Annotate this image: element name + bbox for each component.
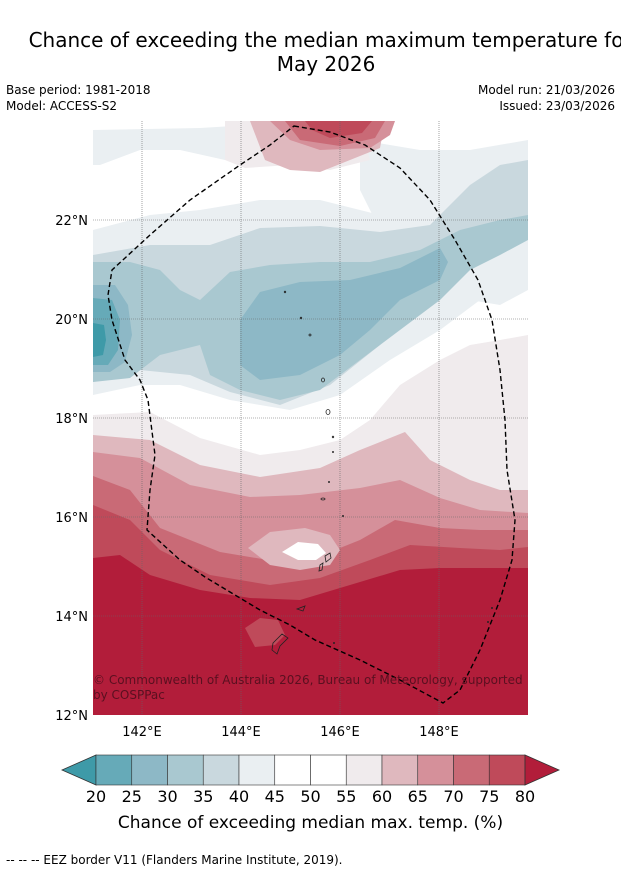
colorbar: 20 25 30 35 40 45 50 55 60 65 70 75 80 [61, 754, 560, 806]
model-name: Model: ACCESS-S2 [6, 99, 118, 113]
contour-below-20-west [93, 323, 106, 357]
colorbar-bin [95, 754, 133, 786]
colorbar-bin [202, 754, 240, 786]
colorbar-bin [274, 754, 311, 786]
title-line-2: May 2026 [276, 52, 376, 76]
lon-tick-146e: 146°E [320, 725, 360, 740]
colorbar-tick: 20 [86, 787, 106, 806]
island [299, 316, 303, 320]
base-period: Base period: 1981-2018 [6, 83, 151, 97]
colorbar-bin [417, 754, 454, 786]
lat-tick-20n: 20°N [55, 313, 88, 328]
lat-tick-16n: 16°N [55, 511, 88, 526]
gridlines [93, 121, 528, 715]
island [308, 333, 312, 337]
lon-tick-148e: 148°E [419, 725, 459, 740]
island-tinian [318, 562, 324, 572]
colorbar-tick: 70 [443, 787, 463, 806]
lon-tick-144e: 144°E [221, 725, 261, 740]
longitude-labels: 142°E 144°E 146°E 148°E [122, 725, 459, 740]
colorbar-tick: 45 [265, 787, 285, 806]
lat-tick-22n: 22°N [55, 214, 88, 229]
contour-above-80 [93, 555, 528, 715]
colorbar-bin [238, 754, 276, 786]
colorbar-tick: 50 [300, 787, 320, 806]
contour-75-80-north [305, 121, 372, 138]
island [331, 435, 335, 439]
colorbar-tick: 55 [336, 787, 356, 806]
island [490, 607, 493, 610]
colorbar-tick: 60 [372, 787, 392, 806]
contour-blob-south [245, 618, 285, 647]
colorbar-bin [345, 754, 383, 786]
copyright-line-1: © Commonwealth of Australia 2026, Bureau… [93, 673, 523, 687]
colorbar-extend-low [61, 754, 97, 786]
eez-border [107, 125, 516, 704]
colorbar-tick: 80 [515, 787, 535, 806]
lon-tick-142e: 142°E [122, 725, 162, 740]
eez-footnote: -- -- -- EEZ border V11 (Flanders Marine… [6, 853, 343, 867]
island-guam [271, 633, 289, 655]
colorbar-bin [131, 754, 168, 786]
lat-tick-14n: 14°N [55, 610, 88, 625]
island [341, 515, 344, 518]
island [331, 450, 334, 453]
colorbar-tick: 30 [157, 787, 177, 806]
contour-blob-white [282, 542, 326, 560]
island [486, 621, 489, 624]
title-line-1: Chance of exceeding the median maximum t… [28, 28, 621, 52]
island [320, 497, 326, 501]
colorbar-extend-high [524, 754, 560, 786]
issued-date: Issued: 23/03/2026 [499, 99, 615, 113]
island [283, 290, 287, 294]
colorbar-bin [488, 754, 526, 786]
island [325, 409, 331, 415]
colorbar-tick: 35 [193, 787, 213, 806]
meta-right: Model run: 21/03/2026 Issued: 23/03/2026 [478, 82, 615, 114]
island [321, 377, 325, 383]
islands [271, 290, 493, 655]
island [332, 642, 335, 645]
lat-tick-12n: 12°N [55, 709, 88, 724]
model-run: Model run: 21/03/2026 [477, 83, 615, 97]
contour-40-45-north [93, 125, 250, 165]
chart-title: Chance of exceeding the median maximum t… [0, 28, 621, 76]
lat-tick-18n: 18°N [55, 412, 88, 427]
island [327, 480, 330, 483]
copyright-line-2: by COSPPac [93, 688, 165, 702]
meta-left: Base period: 1981-2018 Model: ACCESS-S2 [6, 82, 151, 114]
colorbar-bin [310, 754, 347, 786]
colorbar-label: Chance of exceeding median max. temp. (%… [117, 813, 504, 833]
colorbar-bin [167, 754, 204, 786]
probability-field: © Commonwealth of Australia 2026, Bureau… [93, 121, 528, 715]
island-saipan [324, 552, 332, 563]
island-rota [295, 605, 306, 612]
colorbar-tick: 65 [408, 787, 428, 806]
colorbar-tick: 25 [122, 787, 142, 806]
contour-25-30 [240, 248, 448, 380]
colorbar-tick: 40 [229, 787, 249, 806]
colorbar-bin [381, 754, 419, 786]
colorbar-bin [453, 754, 490, 786]
latitude-labels: 22°N 20°N 18°N 16°N 14°N 12°N [55, 214, 88, 724]
colorbar-tick: 75 [479, 787, 499, 806]
